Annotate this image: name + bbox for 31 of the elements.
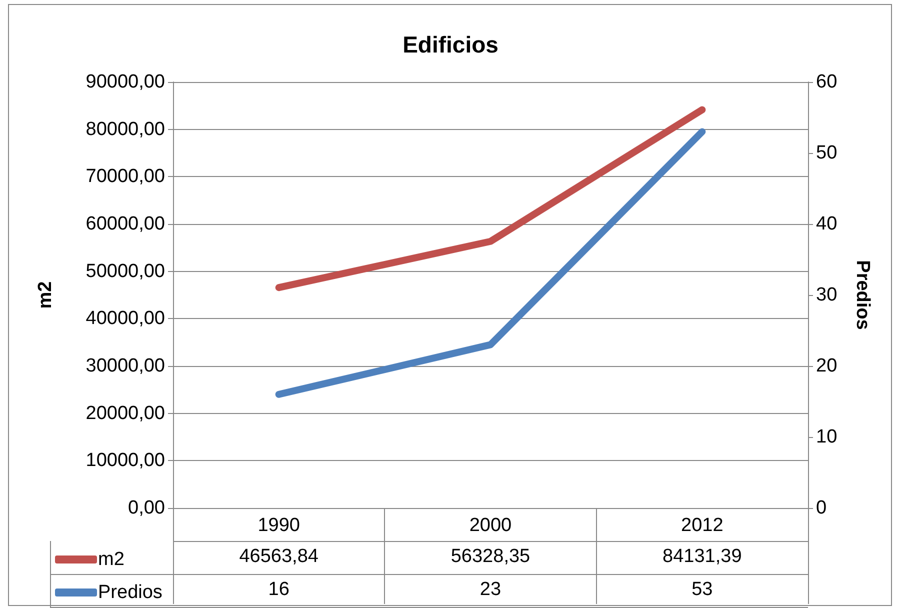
y-tick-label: 30000,00 [86, 356, 165, 376]
x-tick-label: 2000 [469, 515, 512, 536]
y-tick-label: 0,00 [128, 498, 165, 518]
legend-label: Predios [98, 582, 162, 603]
legend-label: m2 [98, 549, 124, 570]
y-tick-label: 50000,00 [86, 260, 165, 282]
y-tick-label: 80000,00 [86, 118, 165, 140]
y2-tick-label: 40 [816, 214, 838, 234]
data-label: 46563,84 [238, 545, 320, 569]
y-axis-title: m2 [35, 281, 56, 309]
data-label: 16 [267, 578, 290, 602]
data-label: 56328,35 [450, 545, 532, 569]
y2-tick-label: 10 [816, 426, 838, 448]
y-tick-label: 10000,00 [86, 450, 165, 472]
y2-tick-label: 30 [816, 284, 838, 306]
y-tick-label: 90000,00 [86, 72, 165, 92]
data-label: 84131,39 [662, 545, 743, 569]
y-tick-label: 70000,00 [86, 166, 165, 188]
y2-axis-title: Predios [852, 260, 873, 330]
x-tick-label: 2012 [681, 515, 724, 536]
y2-tick-label: 50 [816, 142, 838, 164]
chart-title: Edificios [402, 32, 498, 58]
y-tick-label: 40000,00 [86, 308, 165, 330]
y2-tick-label: 20 [816, 356, 838, 376]
y-tick-label: 20000,00 [86, 402, 165, 424]
data-label: 53 [690, 578, 714, 602]
y2-tick-label: 60 [816, 72, 838, 92]
y2-tick-label: 0 [816, 498, 827, 518]
y-tick-label: 60000,00 [86, 214, 165, 234]
data-label: 23 [478, 578, 502, 602]
x-tick-label: 1990 [258, 515, 300, 536]
